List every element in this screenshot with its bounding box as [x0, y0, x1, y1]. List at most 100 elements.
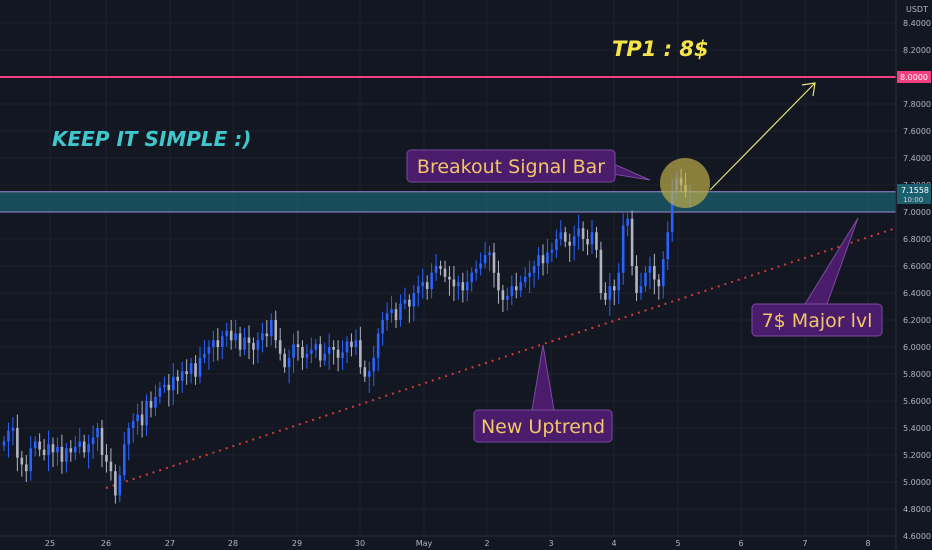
y-tick-label: 5.2000 — [903, 451, 931, 460]
target-price-tag-text: 8.0000 — [900, 73, 928, 82]
time-axis[interactable]: 25 26 27 28 29 30 May 2 3 4 5 6 7 8 — [0, 535, 896, 548]
candle-body — [323, 353, 327, 361]
candle-body — [73, 446, 77, 453]
candle-body — [528, 272, 531, 277]
candle-body — [105, 455, 108, 462]
candle-body — [546, 252, 549, 264]
candle-body — [403, 299, 407, 304]
candle-body — [612, 286, 616, 291]
x-tick-label: 3 — [548, 539, 553, 548]
candle-body — [621, 225, 625, 273]
y-tick-label: 7.8000 — [903, 100, 931, 109]
candle-body — [332, 347, 335, 350]
y-tick-label: 4.8000 — [903, 505, 931, 514]
candle-body — [47, 444, 50, 455]
candle-body — [140, 414, 144, 426]
candle-body — [457, 282, 460, 287]
candle-body — [327, 347, 331, 354]
candle-body — [506, 295, 509, 300]
y-tick-label: 5.6000 — [903, 397, 931, 406]
candle-body — [452, 279, 456, 287]
candle-body — [416, 286, 420, 293]
y-tick-label: 6.6000 — [903, 262, 931, 271]
candle-body — [180, 371, 184, 381]
candle-body — [7, 430, 10, 442]
candle-body — [439, 266, 442, 269]
tp1-annotation: TP1 : 8$ — [612, 37, 709, 61]
candle-body — [385, 313, 389, 320]
keep-it-simple-annotation: KEEP IT SIMPLE :) — [52, 127, 251, 151]
currency-label: USDT — [906, 5, 928, 14]
candle-body — [563, 232, 567, 242]
candle-body — [234, 333, 237, 341]
candle-body — [2, 441, 6, 446]
candle-body — [265, 333, 269, 337]
candle-body — [514, 286, 518, 291]
candle-body — [292, 344, 295, 358]
candle-body — [198, 357, 202, 377]
candle-body — [149, 401, 153, 408]
breakout-badge: Breakout Signal Bar — [406, 149, 651, 183]
breakout-signal-circle — [660, 158, 710, 208]
candle-body — [225, 330, 229, 337]
candle-body — [114, 471, 117, 496]
candle-body — [443, 268, 447, 277]
y-tick-label: 5.4000 — [903, 424, 931, 433]
candle-body — [212, 340, 215, 347]
resistance-zone — [0, 191, 896, 212]
candle-body — [318, 344, 322, 361]
x-tick-label: 28 — [228, 539, 238, 548]
candle-body — [20, 457, 24, 465]
candle-body — [203, 353, 206, 358]
x-tick-label: 29 — [292, 539, 302, 548]
y-tick-label: 5.8000 — [903, 370, 931, 379]
candle-body — [185, 371, 188, 374]
candle-body — [189, 363, 193, 374]
y-tick-label: 6.0000 — [903, 343, 931, 352]
candle-body — [510, 286, 514, 296]
candle-body — [42, 449, 46, 455]
candle-body — [283, 353, 286, 368]
x-tick-label: 30 — [355, 539, 365, 548]
candle-body — [278, 340, 282, 354]
candle-body — [604, 293, 607, 300]
candle-body — [310, 349, 313, 354]
y-tick-label: 5.0000 — [903, 478, 931, 487]
candle-body — [96, 428, 99, 438]
candle-body — [550, 249, 554, 253]
candle-body — [630, 218, 634, 266]
candle-body — [220, 336, 224, 347]
candle-body — [154, 396, 157, 408]
candle-body — [399, 303, 402, 320]
x-tick-label: 6 — [738, 539, 743, 548]
candle-body — [577, 228, 580, 237]
candle-body — [24, 464, 28, 472]
candle-body — [207, 347, 211, 354]
grid — [0, 0, 896, 537]
candle-body — [167, 384, 171, 391]
candle-body — [238, 333, 242, 350]
candle-body — [287, 357, 291, 368]
uptrend-badge-text: New Uptrend — [481, 416, 605, 438]
candle-body — [82, 441, 86, 453]
y-tick-label: 8.4000 — [903, 19, 931, 28]
candle-body — [483, 255, 487, 264]
x-tick-label: 4 — [611, 539, 616, 548]
candle-body — [336, 349, 340, 358]
breakout-badge-box — [406, 149, 616, 183]
candle-body — [639, 286, 643, 293]
candle-body — [448, 276, 451, 280]
candle-body — [581, 228, 585, 239]
y-tick-label: 7.0000 — [903, 208, 931, 217]
candle-body — [412, 293, 416, 307]
candle-body — [653, 266, 656, 280]
candle-body — [243, 337, 246, 350]
candle-body — [559, 232, 563, 239]
major-badge-box — [751, 303, 883, 337]
price-axis[interactable]: USDT 8.40008.20007.80007.60007.40007.200… — [895, 0, 932, 550]
major-level-badge: 7$ Major lvl — [751, 217, 883, 337]
candle-body — [537, 255, 540, 266]
candle-body — [590, 232, 594, 245]
